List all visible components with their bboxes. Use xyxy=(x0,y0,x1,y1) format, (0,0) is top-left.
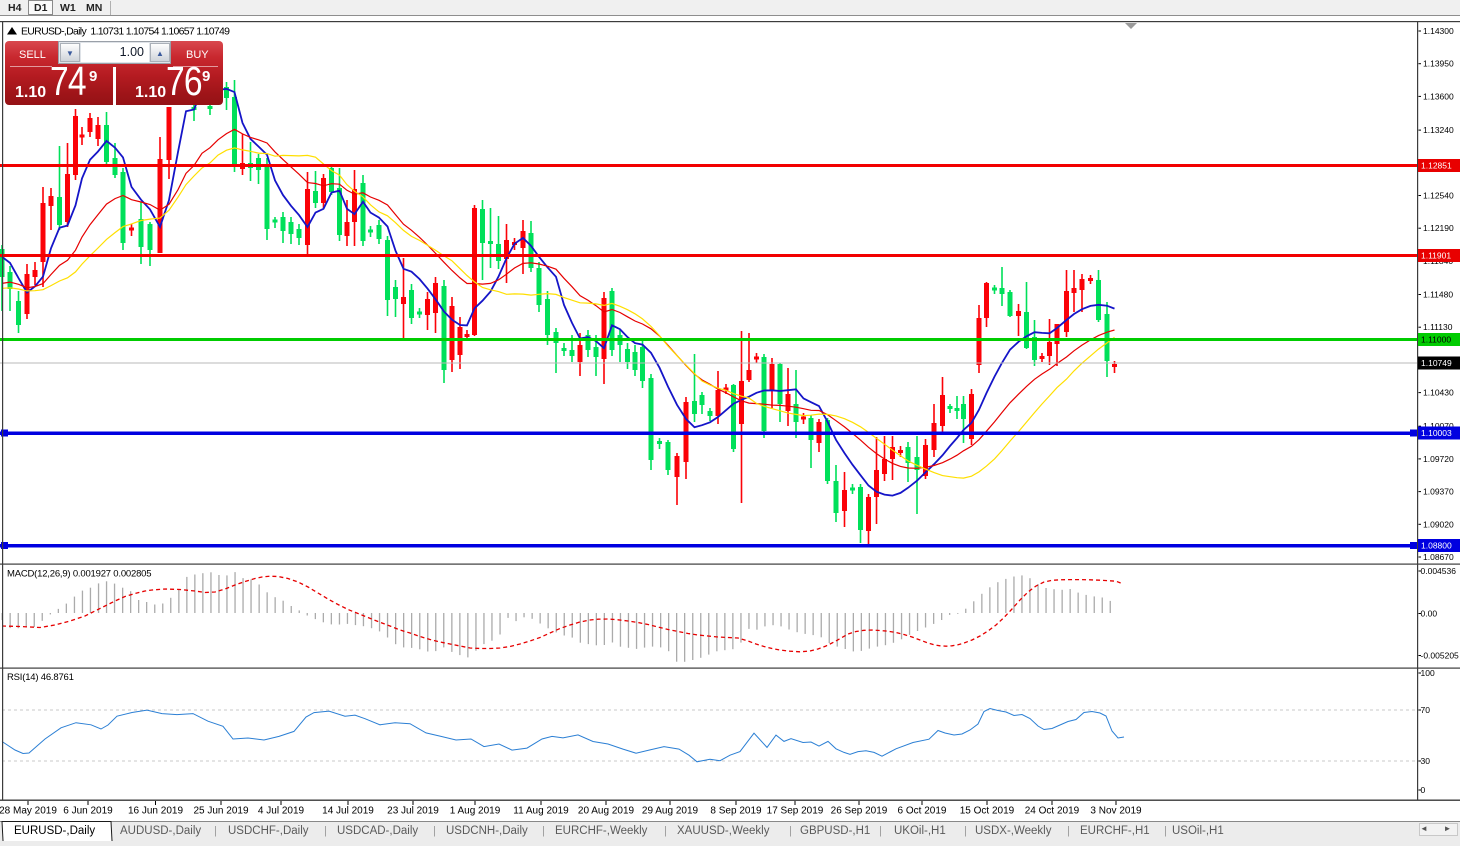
svg-text:1.10070: 1.10070 xyxy=(1423,421,1454,431)
svg-text:1.10430: 1.10430 xyxy=(1423,388,1454,398)
svg-text:28 May 2019: 28 May 2019 xyxy=(0,806,57,817)
svg-text:1.13240: 1.13240 xyxy=(1423,125,1454,135)
svg-text:1.14300: 1.14300 xyxy=(1423,26,1454,36)
svg-text:1.11901: 1.11901 xyxy=(1421,251,1451,261)
svg-text:26 Sep 2019: 26 Sep 2019 xyxy=(831,806,888,817)
svg-text:1.11480: 1.11480 xyxy=(1423,290,1453,300)
svg-text:14 Jul 2019: 14 Jul 2019 xyxy=(322,806,374,817)
svg-text:11 Aug 2019: 11 Aug 2019 xyxy=(513,806,569,817)
svg-text:70: 70 xyxy=(1421,705,1431,715)
svg-text:1.09720: 1.09720 xyxy=(1423,454,1454,464)
svg-text:1.12851: 1.12851 xyxy=(1421,161,1452,171)
svg-text:1.11000: 1.11000 xyxy=(1421,335,1451,345)
svg-text:3 Nov 2019: 3 Nov 2019 xyxy=(1090,806,1142,817)
svg-text:100: 100 xyxy=(1421,668,1435,678)
svg-text:0.004536: 0.004536 xyxy=(1421,566,1457,576)
svg-text:EURUSD-,Daily 1.10731 1.10754: EURUSD-,Daily 1.10731 1.10754 1.10657 1.… xyxy=(21,26,230,38)
svg-text:1.08670: 1.08670 xyxy=(1423,552,1454,562)
svg-text:1.10003: 1.10003 xyxy=(1421,428,1452,438)
svg-text:30: 30 xyxy=(1421,756,1431,766)
svg-text:-0.005205: -0.005205 xyxy=(1421,651,1460,661)
svg-text:23 Jul 2019: 23 Jul 2019 xyxy=(387,806,439,817)
svg-text:29 Aug 2019: 29 Aug 2019 xyxy=(642,806,699,817)
svg-text:4 Jul 2019: 4 Jul 2019 xyxy=(258,806,305,817)
svg-text:6 Jun 2019: 6 Jun 2019 xyxy=(63,806,113,817)
svg-text:1.12190: 1.12190 xyxy=(1423,223,1454,233)
svg-text:1.09020: 1.09020 xyxy=(1423,519,1454,529)
svg-text:20 Aug 2019: 20 Aug 2019 xyxy=(578,806,635,817)
svg-text:0.00: 0.00 xyxy=(1421,609,1438,619)
svg-text:1.10749: 1.10749 xyxy=(1421,358,1452,368)
svg-text:1.12540: 1.12540 xyxy=(1423,191,1454,201)
svg-text:RSI(14) 46.8761: RSI(14) 46.8761 xyxy=(7,672,74,683)
svg-text:8 Sep 2019: 8 Sep 2019 xyxy=(710,806,762,817)
svg-text:1.13600: 1.13600 xyxy=(1423,91,1454,101)
svg-text:1.11130: 1.11130 xyxy=(1423,322,1453,332)
svg-text:6 Oct 2019: 6 Oct 2019 xyxy=(898,806,947,817)
svg-text:25 Jun 2019: 25 Jun 2019 xyxy=(193,806,248,817)
svg-text:24 Oct 2019: 24 Oct 2019 xyxy=(1025,806,1080,817)
svg-text:0: 0 xyxy=(1421,785,1426,795)
svg-text:1.13950: 1.13950 xyxy=(1423,59,1454,69)
svg-text:1 Aug 2019: 1 Aug 2019 xyxy=(450,806,501,817)
svg-text:1.09370: 1.09370 xyxy=(1423,487,1454,497)
svg-text:MACD(12,26,9) 0.001927 0.00280: MACD(12,26,9) 0.001927 0.002805 xyxy=(7,569,151,580)
svg-text:17 Sep 2019: 17 Sep 2019 xyxy=(767,806,824,817)
svg-text:15 Oct 2019: 15 Oct 2019 xyxy=(960,806,1015,817)
svg-text:1.08800: 1.08800 xyxy=(1421,541,1452,551)
svg-text:16 Jun 2019: 16 Jun 2019 xyxy=(128,806,183,817)
